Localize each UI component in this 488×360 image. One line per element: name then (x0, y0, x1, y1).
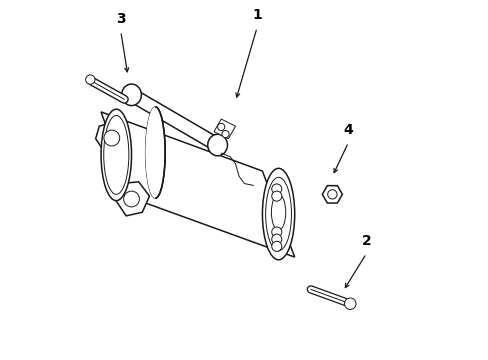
Text: 4: 4 (343, 123, 353, 137)
Text: 1: 1 (252, 8, 262, 22)
Circle shape (123, 191, 139, 207)
Ellipse shape (207, 134, 227, 156)
Circle shape (85, 75, 95, 84)
Polygon shape (96, 121, 128, 155)
Ellipse shape (145, 107, 165, 198)
Polygon shape (115, 182, 149, 216)
Polygon shape (214, 119, 235, 139)
Circle shape (327, 190, 336, 199)
Text: 3: 3 (116, 12, 125, 26)
Circle shape (271, 191, 281, 201)
Polygon shape (101, 112, 294, 257)
Circle shape (104, 130, 120, 146)
Circle shape (222, 131, 228, 138)
Circle shape (217, 123, 224, 131)
Circle shape (271, 184, 281, 194)
Ellipse shape (262, 168, 294, 260)
Circle shape (271, 227, 281, 237)
Ellipse shape (122, 84, 141, 105)
Ellipse shape (271, 194, 285, 230)
Circle shape (271, 234, 281, 244)
Circle shape (271, 241, 281, 251)
Circle shape (344, 298, 355, 310)
Ellipse shape (101, 109, 131, 201)
Polygon shape (128, 85, 221, 155)
Text: 2: 2 (361, 234, 370, 248)
